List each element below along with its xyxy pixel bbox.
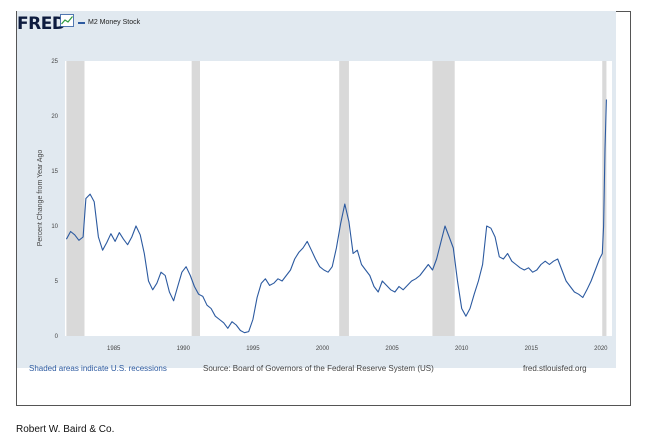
x-tick-label: 2010 — [455, 346, 469, 352]
legend-label: M2 Money Stock — [88, 19, 141, 26]
y-tick-label: 5 — [55, 279, 59, 285]
legend: M2 Money Stock — [78, 19, 140, 26]
source-note: Source: Board of Governors of the Federa… — [203, 364, 434, 373]
x-tick-label: 1985 — [107, 346, 121, 352]
recession-band — [339, 61, 349, 336]
series-line-m2 — [65, 99, 607, 334]
y-tick-label: 0 — [55, 334, 59, 340]
x-tick-label: 2020 — [594, 346, 608, 352]
recession-band — [191, 61, 201, 336]
recession-band — [66, 61, 85, 336]
x-tick-label: 1990 — [177, 346, 191, 352]
recessions-note: Shaded areas indicate U.S. recessions — [29, 364, 167, 373]
y-tick-label: 15 — [51, 169, 58, 175]
x-tick-label: 2015 — [525, 346, 539, 352]
x-tick-label: 2000 — [316, 346, 330, 352]
recession-band — [432, 61, 455, 336]
y-axis-label: Percent Change from Year Ago — [37, 150, 44, 247]
y-tick-label: 25 — [51, 59, 58, 65]
legend-swatch — [78, 21, 85, 24]
fred-logo-chart-icon — [60, 14, 74, 27]
site-note: fred.stlouisfed.org — [523, 364, 587, 373]
y-tick-label: 10 — [51, 224, 58, 230]
plot-area — [65, 61, 612, 336]
x-tick-label: 1995 — [246, 346, 260, 352]
credit-text: Robert W. Baird & Co. — [16, 424, 115, 435]
y-tick-label: 20 — [51, 114, 58, 120]
x-tick-label: 2005 — [385, 346, 399, 352]
fred-logo: FRED — [17, 14, 66, 34]
